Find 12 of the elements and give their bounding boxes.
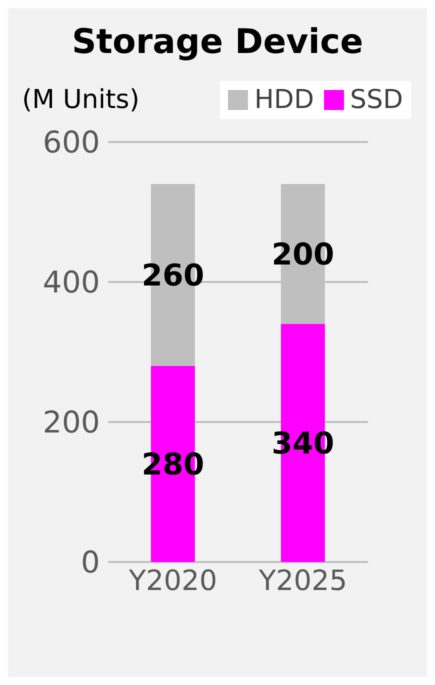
y-tick-label: 200 bbox=[42, 406, 100, 441]
y-tick-label: 400 bbox=[42, 266, 100, 301]
y-axis-title: (M Units) bbox=[22, 85, 140, 115]
x-tick-label: Y2025 bbox=[258, 564, 348, 597]
legend-label: HDD bbox=[254, 85, 314, 115]
x-tick-label: Y2020 bbox=[128, 564, 218, 597]
chart-title: Storage Device bbox=[70, 22, 364, 62]
legend-label: SSD bbox=[350, 85, 403, 115]
y-tick-label: 600 bbox=[42, 126, 100, 161]
y-tick-label: 0 bbox=[80, 546, 100, 581]
data-label: 200 bbox=[272, 238, 334, 273]
data-label: 260 bbox=[142, 258, 204, 294]
